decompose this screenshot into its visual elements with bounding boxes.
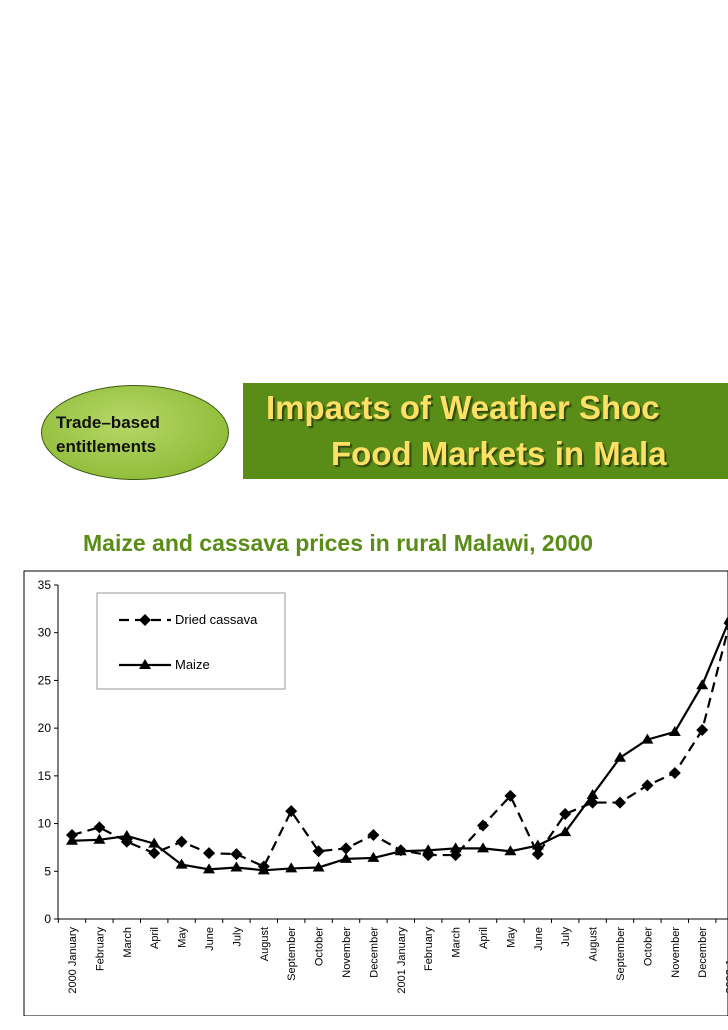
x-tick-label: August xyxy=(259,927,271,961)
x-tick-label: May xyxy=(505,927,517,948)
dried-cassava-point xyxy=(93,821,106,834)
maize-point xyxy=(257,864,270,875)
x-tick-label: September xyxy=(286,927,298,981)
maize-point xyxy=(340,852,352,863)
chart-subtitle: Maize and cassava prices in rural Malawi… xyxy=(83,530,594,556)
maize-point xyxy=(668,725,681,736)
x-tick-label: April xyxy=(478,927,490,949)
x-tick-label: April xyxy=(149,927,161,949)
maize-point xyxy=(422,844,435,855)
x-tick-label: November xyxy=(341,927,353,978)
title-banner: Impacts of Weather Shoc Food Markets in … xyxy=(243,383,728,479)
dried-cassava-point xyxy=(668,766,681,779)
y-tick-label: 15 xyxy=(38,769,52,783)
dried-cassava-point xyxy=(203,847,215,860)
banner-title-line-2: Food Markets in Mala xyxy=(331,435,667,472)
x-tick-label: June xyxy=(533,927,545,951)
banner-title-line-1: Impacts of Weather Shoc xyxy=(266,389,660,426)
y-tick-label: 25 xyxy=(38,673,52,687)
x-tick-label: September xyxy=(615,927,627,981)
legend-label-maize: Maize xyxy=(175,657,210,672)
badge-line-1: Trade–based xyxy=(56,413,160,432)
x-tick-label: February xyxy=(94,927,106,972)
maize-point xyxy=(723,616,728,624)
x-tick-label: December xyxy=(368,927,380,978)
maize-point xyxy=(394,845,407,856)
x-tick-label: March xyxy=(451,927,463,958)
x-tick-label: 2000 January xyxy=(67,927,79,994)
maize-point xyxy=(449,842,462,853)
maize-point xyxy=(285,862,298,873)
maize-point xyxy=(312,861,325,872)
maize-point xyxy=(531,839,544,850)
dried-cassava-point xyxy=(312,845,325,858)
maize-point xyxy=(641,733,654,744)
maize-point xyxy=(148,837,161,848)
dried-cassava-point xyxy=(367,829,380,842)
dried-cassava-point xyxy=(641,779,654,792)
y-tick-label: 35 xyxy=(38,578,52,592)
maize-point xyxy=(586,788,599,799)
maize-point xyxy=(614,751,626,762)
price-chart: 0 5 10 15 20 25 30 35 2000 January February March A… xyxy=(0,566,728,1017)
price-chart-svg: 0 5 10 15 20 25 30 35 2000 January February March A… xyxy=(23,570,728,1017)
maize-point xyxy=(477,842,489,853)
dried-cassava-point xyxy=(230,848,243,861)
x-tick-label: 2002 January xyxy=(725,927,728,994)
maize-point xyxy=(175,858,188,869)
dried-cassava-point xyxy=(340,842,352,855)
legend-marker-maize xyxy=(139,659,151,669)
dried-cassava-point xyxy=(504,789,517,802)
dried-cassava-point xyxy=(175,835,188,848)
maize-point xyxy=(696,679,709,690)
maize-point xyxy=(559,826,572,837)
legend-marker-dried-cassava xyxy=(139,614,151,626)
y-tick-label: 5 xyxy=(44,864,51,878)
maize-point xyxy=(367,851,380,862)
maize-point xyxy=(203,863,215,874)
dried-cassava-point xyxy=(531,848,544,861)
legend-label-dried-cassava: Dried cassava xyxy=(175,612,258,627)
dried-cassava-point xyxy=(148,847,161,860)
maize-point xyxy=(120,829,133,840)
maize-point xyxy=(93,833,106,844)
x-tick-label: August xyxy=(588,927,600,961)
y-tick-label: 0 xyxy=(44,912,51,926)
trade-based-entitlements-badge: Trade–based entitlements xyxy=(41,385,229,480)
dried-cassava-point xyxy=(586,796,599,809)
x-tick-label: October xyxy=(642,927,654,966)
x-tick-label: 2001 January xyxy=(396,927,408,994)
y-tick-label: 30 xyxy=(38,626,52,640)
x-tick-label: June xyxy=(204,927,216,951)
x-tick-label: May xyxy=(177,927,189,948)
maize-point xyxy=(504,845,517,856)
x-tick-label: November xyxy=(670,927,682,978)
badge-line-2: entitlements xyxy=(56,437,157,456)
dried-cassava-point xyxy=(696,724,709,737)
x-tick-label: December xyxy=(697,927,709,978)
y-tick-label: 10 xyxy=(38,817,52,831)
x-tick-label: October xyxy=(314,927,326,966)
maize-point xyxy=(66,834,78,845)
x-tick-label: July xyxy=(231,927,243,947)
legend-box xyxy=(96,592,286,690)
y-tick-label: 20 xyxy=(38,721,52,735)
dried-cassava-point xyxy=(285,805,298,818)
x-tick-label: February xyxy=(423,927,435,972)
dried-cassava-point xyxy=(614,796,626,809)
maize-point xyxy=(230,861,243,872)
dried-cassava-point xyxy=(477,819,489,832)
x-tick-label: July xyxy=(560,927,572,947)
dried-cassava-point xyxy=(559,808,572,821)
x-tick-label: March xyxy=(122,927,134,958)
